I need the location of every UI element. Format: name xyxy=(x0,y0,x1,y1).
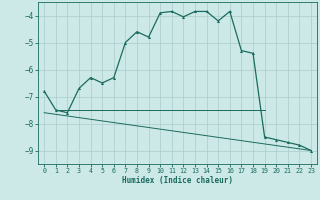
X-axis label: Humidex (Indice chaleur): Humidex (Indice chaleur) xyxy=(122,176,233,185)
